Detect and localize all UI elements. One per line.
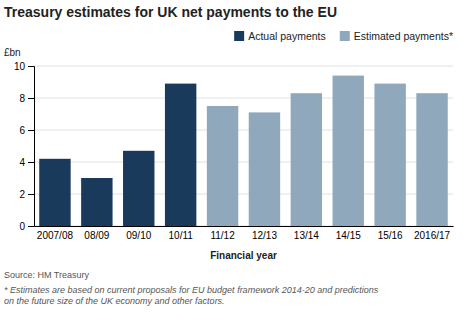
tick: 11/12	[210, 230, 235, 241]
tick-label: 13/14	[294, 230, 319, 241]
axis-line	[28, 67, 35, 227]
legend-label: Estimated payments*	[354, 30, 453, 42]
tick: 08/09	[84, 230, 109, 241]
tick-label: 2	[19, 189, 25, 200]
x-axis: 2007/08 08/09 09/10 10/11 11/12 12/13 13/14 14/…	[35, 227, 454, 242]
axis-line	[35, 226, 454, 227]
bar	[39, 159, 70, 226]
tick: 10/11	[169, 230, 194, 241]
tick-label: 0	[19, 221, 25, 232]
tick-label: 6	[19, 125, 25, 136]
annotation-line: Source: HM Treasury	[4, 270, 90, 280]
tick: 2007/08	[37, 230, 74, 241]
tick: 4	[19, 157, 34, 168]
tick: 14/15	[336, 230, 361, 241]
tick-label: 8	[19, 93, 25, 104]
tick-mark	[28, 66, 34, 67]
tick-label: 11/12	[210, 230, 235, 241]
tick: 09/10	[126, 230, 151, 241]
tick-mark	[28, 98, 34, 99]
background	[0, 0, 463, 326]
tick-label: 15/16	[378, 230, 403, 241]
tick-label: 14/15	[336, 230, 361, 241]
bars	[39, 76, 448, 226]
bar	[207, 106, 238, 226]
tick: 2016/17	[414, 230, 451, 241]
tick: 6	[19, 125, 34, 136]
legend-label: Actual payments	[248, 30, 326, 42]
bar	[291, 93, 322, 226]
annotation: * Estimates are based on current proposa…	[4, 285, 379, 306]
tick: 12/13	[252, 230, 277, 241]
tick: 0	[19, 221, 34, 232]
legend: Actual payments Estimated payments*	[234, 30, 453, 42]
bar	[123, 151, 154, 226]
legend-swatch	[234, 31, 244, 41]
annotation-line: on the future size of the UK economy and…	[4, 296, 225, 306]
tick-label: 2016/17	[414, 230, 451, 241]
grid	[34, 66, 453, 226]
tick-label: 10/11	[169, 230, 194, 241]
legend-swatch	[340, 31, 350, 41]
tick-label: 10	[14, 61, 26, 72]
bar	[81, 178, 112, 226]
bar	[249, 112, 280, 226]
tick-label: 12/13	[252, 230, 277, 241]
tick-label: 4	[19, 157, 25, 168]
chart: Treasury estimates for UK net payments t…	[0, 0, 463, 326]
bar	[333, 76, 364, 226]
tick-mark	[28, 130, 34, 131]
tick-label: 09/10	[126, 230, 151, 241]
tick-label: 2007/08	[37, 230, 74, 241]
tick: 15/16	[378, 230, 403, 241]
tick-mark	[28, 226, 34, 227]
legend-item: Actual payments	[234, 30, 326, 42]
grid-line	[34, 66, 453, 67]
tick-label: 08/09	[84, 230, 109, 241]
y-axis: 0 2 4 6 8 10	[14, 61, 35, 232]
tick: 2	[19, 189, 34, 200]
y-label: £bn	[4, 47, 21, 58]
bar	[165, 84, 196, 226]
tick-mark	[28, 194, 34, 195]
tick: 8	[19, 93, 34, 104]
legend-item: Estimated payments*	[340, 30, 453, 42]
tick: 13/14	[294, 230, 319, 241]
bar	[374, 84, 405, 226]
plot: 0 2 4 6 8 10 2007/08 08/09 09/10 10/11 11/12 12/13 1…	[14, 61, 454, 241]
tick: 10	[14, 61, 34, 72]
title: Treasury estimates for UK net payments t…	[4, 4, 337, 20]
annotation: Source: HM Treasury	[4, 270, 90, 280]
x-label: Financial year	[210, 250, 277, 261]
bar	[416, 93, 447, 226]
tick-mark	[28, 162, 34, 163]
annotation-line: * Estimates are based on current proposa…	[4, 285, 379, 295]
